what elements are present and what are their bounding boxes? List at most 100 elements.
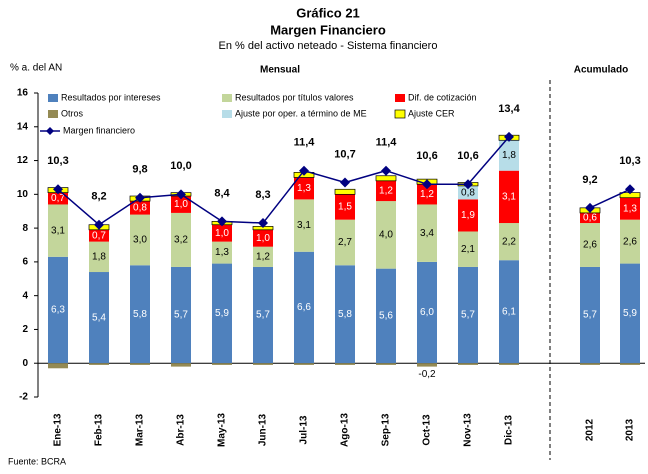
data-label: 1,3 xyxy=(297,183,311,194)
data-label: 5,6 xyxy=(379,311,393,322)
chart-title: Gráfico 21 xyxy=(296,5,360,20)
line xyxy=(589,188,631,209)
bar-segment xyxy=(48,204,68,257)
y-tick-label: 12 xyxy=(17,155,29,166)
line-label: 10,7 xyxy=(334,148,355,160)
data-label: 2,7 xyxy=(338,237,352,248)
bar-segment xyxy=(417,184,437,205)
line-label: 8,3 xyxy=(255,189,270,201)
line-marker xyxy=(504,131,514,142)
data-label: 5,8 xyxy=(338,309,352,320)
bar-segment xyxy=(335,219,355,266)
bar-segment xyxy=(417,261,437,364)
data-label: 1,2 xyxy=(256,251,270,262)
data-label: 2,6 xyxy=(623,236,637,247)
data-label: 1,8 xyxy=(502,150,516,161)
bar-segment xyxy=(294,177,314,200)
line xyxy=(139,193,182,199)
line xyxy=(467,136,510,185)
chart-subtitle-main: Margen Financiero xyxy=(270,22,386,37)
bar-segment xyxy=(48,363,68,369)
line-label: 9,2 xyxy=(582,174,597,186)
bar-segment xyxy=(89,241,109,273)
line xyxy=(180,193,223,222)
line-marker xyxy=(299,165,309,176)
data-label: 1,0 xyxy=(174,199,188,210)
bar-segment xyxy=(335,194,355,220)
data-label: 1,2 xyxy=(379,186,393,197)
data-label: 2,1 xyxy=(461,244,475,255)
bar-segment xyxy=(89,272,109,364)
line-marker xyxy=(135,192,145,203)
data-label: 2,2 xyxy=(502,236,516,247)
x-tick-label: Feb-13 xyxy=(94,413,105,446)
bar-segment xyxy=(620,197,640,220)
line-marker xyxy=(381,165,391,176)
data-label: 1,2 xyxy=(420,189,434,200)
data-label: 5,9 xyxy=(215,308,229,319)
bar-segment xyxy=(620,363,640,365)
data-label: 1,9 xyxy=(461,210,475,221)
bar-segment xyxy=(171,196,191,213)
bar-segment xyxy=(580,223,600,267)
legend-marker xyxy=(46,127,54,135)
bar-segment xyxy=(253,266,273,364)
legend-swatch xyxy=(222,110,232,118)
data-label: 0,8 xyxy=(133,202,147,213)
y-tick-label: 8 xyxy=(22,223,28,234)
legend-swatch xyxy=(222,94,232,102)
line-label: 13,4 xyxy=(498,103,520,115)
line-label: 10,3 xyxy=(619,155,640,167)
y-tick-label: -2 xyxy=(19,392,28,403)
line-marker xyxy=(585,202,595,213)
line xyxy=(221,220,264,224)
bar-segment xyxy=(253,229,273,247)
legend-label: Resultados por intereses xyxy=(61,92,161,102)
data-label: 3,1 xyxy=(51,225,65,236)
data-label: 3,1 xyxy=(502,192,516,203)
data-label: 0,7 xyxy=(51,193,65,204)
data-label: -0,2 xyxy=(418,369,436,380)
y-tick-label: 16 xyxy=(17,88,29,99)
data-label: 3,4 xyxy=(420,228,434,239)
bar-segment xyxy=(580,212,600,224)
bar-segment xyxy=(253,363,273,365)
y-axis-label: % a. del AN xyxy=(10,63,62,74)
data-label: 1,3 xyxy=(623,203,637,214)
bar-segment xyxy=(417,363,437,367)
bar-segment xyxy=(171,363,191,367)
bar-segment xyxy=(212,224,232,242)
data-label: 0,8 xyxy=(461,187,475,198)
data-label: 6,0 xyxy=(420,307,434,318)
data-label: 6,1 xyxy=(502,306,516,317)
data-label: 1,5 xyxy=(338,202,352,213)
bar-segment xyxy=(375,175,397,182)
y-tick-label: 6 xyxy=(22,257,28,268)
line-label: 8,4 xyxy=(214,187,230,199)
line xyxy=(344,169,387,184)
bar-segment xyxy=(171,212,191,267)
bar-segment xyxy=(376,180,396,202)
x-tick-label: Nov-13 xyxy=(463,413,474,447)
line-label: 10,0 xyxy=(170,160,191,172)
legend-label: Otros xyxy=(61,108,84,118)
legend-swatch xyxy=(394,109,406,119)
bar-segment xyxy=(458,185,478,200)
legend-label: Resultados por títulos valores xyxy=(235,92,354,102)
bar-segment xyxy=(499,260,519,364)
bar-segment xyxy=(620,263,640,364)
bar-segment xyxy=(89,229,109,242)
source: Fuente: BCRA xyxy=(8,456,66,466)
bar-segment xyxy=(212,363,232,365)
y-tick-label: 14 xyxy=(17,121,29,132)
x-tick-label: Jun-13 xyxy=(258,413,269,446)
x-tick-label: Dic-13 xyxy=(504,415,515,445)
line-marker xyxy=(217,216,227,227)
x-tick-label: May-13 xyxy=(217,413,228,447)
line xyxy=(385,169,428,185)
bar-segment xyxy=(335,265,355,364)
x-tick-label: Mar-13 xyxy=(135,413,146,446)
line-label: 10,3 xyxy=(47,155,68,167)
data-label: 4,0 xyxy=(379,230,393,241)
